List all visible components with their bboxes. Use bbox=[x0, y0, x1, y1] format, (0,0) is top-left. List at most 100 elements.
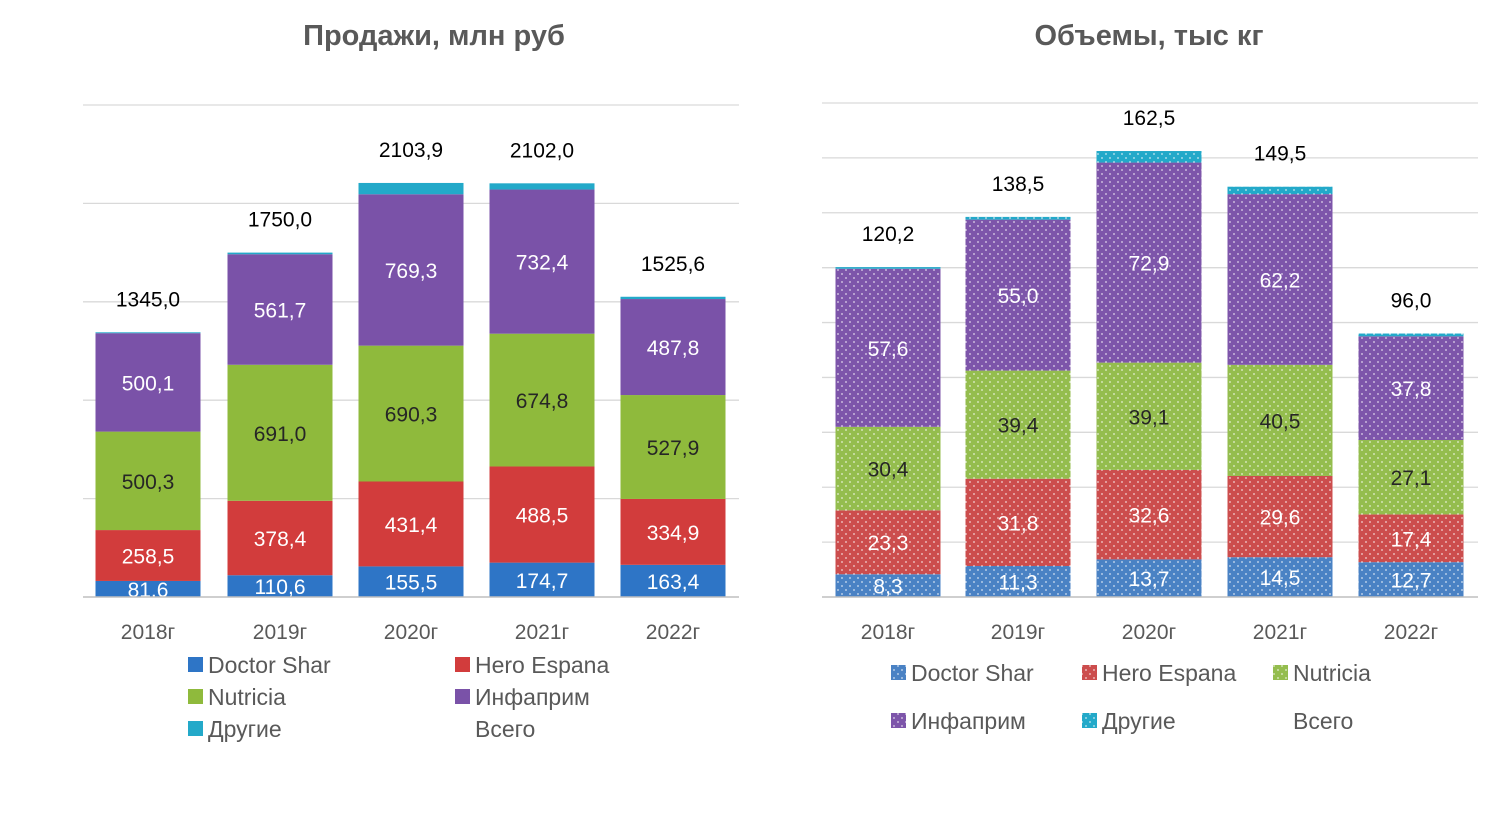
bar-segment-other bbox=[1227, 186, 1333, 195]
x-tick-label: 2018г bbox=[121, 621, 176, 644]
data-label-nutricia: 674,8 bbox=[516, 390, 569, 413]
data-label-doctor-shar: 81,6 bbox=[128, 579, 169, 602]
data-label-nutricia: 39,1 bbox=[1129, 406, 1170, 429]
bar-segment-doctor-shar bbox=[1358, 562, 1464, 597]
bar-segment-other bbox=[489, 183, 595, 190]
bar-segment-doctor-shar bbox=[965, 565, 1071, 597]
data-label-nutricia: 30,4 bbox=[868, 459, 909, 482]
total-label: 1750,0 bbox=[248, 209, 312, 232]
total-label: 2102,0 bbox=[510, 139, 574, 162]
legend-swatch-nutricia bbox=[188, 689, 203, 704]
bar-segment-other bbox=[620, 296, 726, 300]
data-label-nutricia: 527,9 bbox=[647, 437, 700, 460]
bar-segment-hero-espana bbox=[95, 530, 201, 581]
bar-segment-nutricia bbox=[1227, 364, 1333, 476]
legend-swatch-other bbox=[188, 721, 203, 736]
x-tick-label: 2021г bbox=[515, 621, 570, 644]
bar-segment-infaprim bbox=[835, 268, 941, 427]
data-label-nutricia: 39,4 bbox=[998, 415, 1039, 438]
bar-segment-doctor-shar bbox=[620, 564, 726, 597]
legend-swatch-nutricia bbox=[1273, 665, 1288, 680]
data-label-hero-espana: 17,4 bbox=[1391, 528, 1432, 551]
data-label-nutricia: 40,5 bbox=[1260, 410, 1301, 433]
bar-segment-doctor-shar bbox=[227, 575, 333, 597]
data-label-infaprim: 72,9 bbox=[1129, 253, 1170, 276]
data-label-infaprim: 732,4 bbox=[516, 252, 569, 275]
bar-segment-nutricia bbox=[1358, 440, 1464, 515]
bar-segment-nutricia bbox=[489, 333, 595, 467]
legend-swatch-infaprim bbox=[455, 689, 470, 704]
legend-label-hero-espana: Hero Espana bbox=[475, 652, 609, 678]
bar-segment-doctor-shar bbox=[489, 562, 595, 597]
x-tick-label: 2018г bbox=[861, 621, 916, 644]
bar-segment-hero-espana bbox=[1227, 475, 1333, 558]
bar-segment-other bbox=[227, 252, 333, 255]
bar-segment-hero-espana bbox=[227, 500, 333, 576]
legend: Doctor Shar Hero Espana Nutricia Инфаприм Др… bbox=[188, 652, 609, 742]
bar-segment-other bbox=[965, 216, 1071, 220]
data-label-hero-espana: 23,3 bbox=[868, 532, 909, 555]
data-label-infaprim: 57,6 bbox=[868, 338, 909, 361]
bar-segment-doctor-shar bbox=[835, 574, 941, 597]
bar-segment-nutricia bbox=[835, 426, 941, 511]
legend-label-nutricia: Nutricia bbox=[1293, 660, 1371, 686]
bar-segment-hero-espana bbox=[489, 466, 595, 563]
total-label: 149,5 bbox=[1254, 143, 1307, 166]
bar-segment-infaprim bbox=[620, 299, 726, 396]
data-label-doctor-shar: 13,7 bbox=[1129, 568, 1170, 591]
data-label-hero-espana: 488,5 bbox=[516, 505, 569, 528]
data-label-nutricia: 27,1 bbox=[1391, 467, 1432, 490]
x-tick-label: 2019г bbox=[991, 621, 1046, 644]
legend-label-hero-espana: Hero Espana bbox=[1102, 660, 1236, 686]
volumes-chart: Объемы, тыс кг 8,3 23,3 30,4 57,6 120,2 2018г 1… bbox=[822, 20, 1478, 734]
legend-label-total: Всего bbox=[1293, 708, 1353, 734]
legend-label-doctor-shar: Doctor Shar bbox=[911, 660, 1034, 686]
data-label-infaprim: 500,1 bbox=[122, 372, 175, 395]
data-label-nutricia: 690,3 bbox=[385, 404, 438, 427]
data-label-infaprim: 487,8 bbox=[647, 337, 700, 360]
data-label-hero-espana: 334,9 bbox=[647, 522, 700, 545]
bar-segment-other bbox=[1096, 151, 1202, 163]
data-label-nutricia: 500,3 bbox=[122, 471, 175, 494]
sales-chart: Продажи, млн руб 81,6 258,5 500,3 500,1 1345,… bbox=[83, 20, 739, 742]
data-label-infaprim: 561,7 bbox=[254, 300, 307, 323]
data-label-infaprim: 62,2 bbox=[1260, 269, 1301, 292]
legend-swatch-doctor-shar bbox=[188, 657, 203, 672]
chart-title: Объемы, тыс кг bbox=[1034, 20, 1263, 52]
legend-label-total: Всего bbox=[475, 716, 535, 742]
legend-swatch-hero-espana bbox=[455, 657, 470, 672]
bar-segment-nutricia bbox=[1096, 362, 1202, 470]
data-label-hero-espana: 431,4 bbox=[385, 514, 438, 537]
data-label-hero-espana: 258,5 bbox=[122, 546, 175, 569]
bar-segment-hero-espana bbox=[1358, 514, 1464, 563]
data-label-doctor-shar: 12,7 bbox=[1391, 570, 1432, 593]
bar-segment-nutricia bbox=[227, 364, 333, 501]
bar-segment-doctor-shar bbox=[1096, 559, 1202, 597]
legend-label-doctor-shar: Doctor Shar bbox=[208, 652, 331, 678]
data-label-doctor-shar: 155,5 bbox=[385, 572, 438, 595]
data-label-hero-espana: 29,6 bbox=[1260, 507, 1301, 530]
legend-swatch-doctor-shar bbox=[891, 665, 906, 680]
total-label: 2103,9 bbox=[379, 139, 443, 162]
data-label-infaprim: 37,8 bbox=[1391, 378, 1432, 401]
x-tick-label: 2021г bbox=[1253, 621, 1308, 644]
legend-swatch-hero-espana bbox=[1082, 665, 1097, 680]
data-label-infaprim: 769,3 bbox=[385, 260, 438, 283]
data-label-hero-espana: 31,8 bbox=[998, 512, 1039, 535]
bar-segment-other bbox=[835, 267, 941, 269]
bar-segment-infaprim bbox=[965, 219, 1071, 371]
legend-swatch-infaprim bbox=[891, 713, 906, 728]
bar-segment-infaprim bbox=[1358, 336, 1464, 441]
bar-segment-other bbox=[95, 332, 201, 334]
bar-segment-infaprim bbox=[227, 254, 333, 365]
bar-segment-other bbox=[1358, 333, 1464, 337]
bar-segment-infaprim bbox=[489, 189, 595, 334]
legend-label-other: Другие bbox=[208, 716, 282, 742]
legend-label-other: Другие bbox=[1102, 708, 1176, 734]
bar-segment-hero-espana bbox=[965, 478, 1071, 566]
data-label-doctor-shar: 163,4 bbox=[647, 571, 700, 594]
total-label: 1345,0 bbox=[116, 288, 180, 311]
x-tick-label: 2020г bbox=[384, 621, 439, 644]
x-tick-label: 2022г bbox=[1384, 621, 1439, 644]
